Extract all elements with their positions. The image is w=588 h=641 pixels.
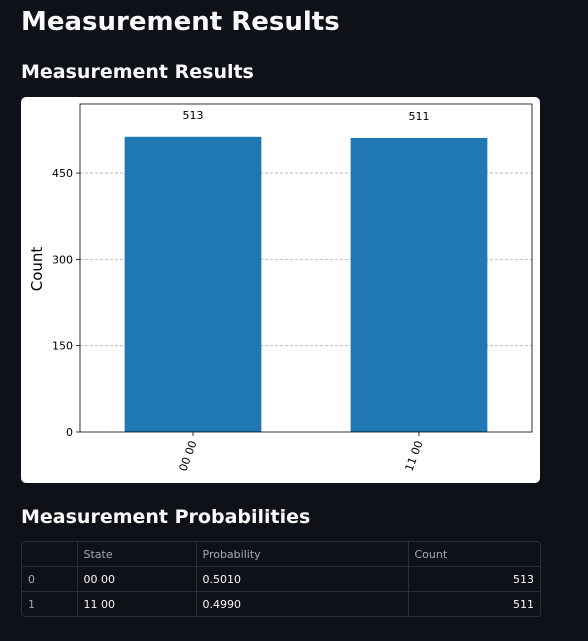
y-tick-label: 300 xyxy=(52,253,73,266)
cell-count[interactable]: 513 xyxy=(408,566,540,592)
bar-00-00 xyxy=(124,136,262,433)
y-tick-label: 0 xyxy=(66,426,73,439)
cell-probability[interactable]: 0.4990 xyxy=(196,591,409,616)
table-row[interactable]: 0 00 00 0.5010 513 xyxy=(22,566,540,592)
y-tick-label: 450 xyxy=(52,167,73,180)
x-tick-label: 00 00 xyxy=(177,439,200,473)
table-row[interactable]: 1 11 00 0.4990 511 xyxy=(22,591,540,616)
cell-probability[interactable]: 0.5010 xyxy=(196,566,409,592)
plot-frame xyxy=(79,103,533,433)
bar-chart-svg: Count 0 150 300 450 513 00 00 511 11 00 xyxy=(28,103,533,473)
row-index: 1 xyxy=(22,591,78,616)
y-axis-label: Count xyxy=(28,247,46,292)
cell-count[interactable]: 511 xyxy=(513,597,534,611)
cell-state[interactable]: 00 00 xyxy=(77,566,197,592)
bar-value-label: 511 xyxy=(409,110,430,123)
cell-state[interactable]: 11 00 xyxy=(77,591,197,616)
column-header-index[interactable] xyxy=(22,542,78,567)
column-header-count[interactable]: Count xyxy=(408,542,540,567)
table-section-heading: Measurement Probabilities xyxy=(21,506,311,528)
bar-value-label: 513 xyxy=(183,109,204,122)
probabilities-table[interactable]: State Probability Count 0 00 00 0.5010 5… xyxy=(21,541,541,617)
row-index: 0 xyxy=(22,566,78,592)
y-tick-label: 150 xyxy=(52,340,73,353)
column-header-probability[interactable]: Probability xyxy=(196,542,409,567)
table-header-row: State Probability Count xyxy=(22,542,540,567)
x-tick-label: 11 00 xyxy=(403,439,426,473)
page-title: Measurement Results xyxy=(21,7,340,37)
column-header-state[interactable]: State xyxy=(77,542,197,567)
chart-section-heading: Measurement Results xyxy=(21,61,254,83)
bar-11-00 xyxy=(350,137,488,433)
measurement-bar-chart: Count 0 150 300 450 513 00 00 511 11 00 xyxy=(21,97,540,483)
